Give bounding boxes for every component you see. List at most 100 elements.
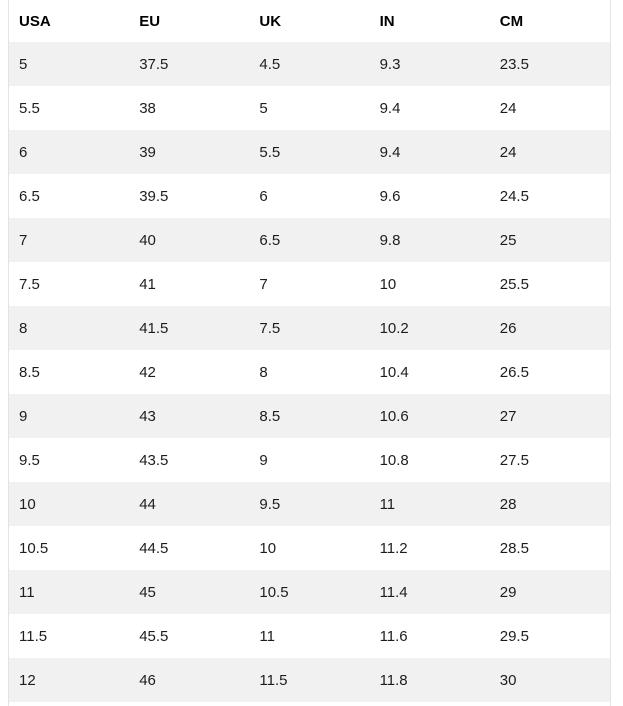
table-row: 8 41.5 7.5 10.2 26: [9, 306, 610, 350]
table-row: 6 39 5.5 9.4 24: [9, 130, 610, 174]
cell-usa: 8.5: [19, 363, 40, 381]
cell-usa: 5: [19, 55, 28, 73]
cell-uk: 10: [259, 539, 277, 557]
cell-eu: 39.5: [139, 187, 169, 205]
cell-cm: 26: [499, 319, 517, 337]
cell-cm: 24.5: [499, 187, 529, 205]
column-header-usa: USA: [9, 0, 130, 42]
cell-cm: 25: [499, 231, 517, 249]
cell-cm: 26.5: [499, 363, 529, 381]
table-header: USA EU UK IN CM: [9, 0, 610, 42]
table-row: 7.5 41 7 10 25.5: [9, 262, 610, 306]
cell-uk: 11: [259, 627, 275, 645]
table-row: 5.5 38 5 9.4 24: [9, 86, 610, 130]
cell-eu: 43.5: [139, 451, 169, 469]
cell-eu: 46: [139, 671, 156, 689]
cell-usa: 7.5: [19, 275, 40, 293]
cell-eu: 45.5: [139, 627, 169, 645]
cell-in: 9.8: [379, 231, 401, 249]
cell-usa: 11: [19, 583, 35, 601]
cell-uk: 8.5: [259, 407, 281, 425]
cell-eu: 41: [139, 275, 156, 293]
cell-usa: 6.5: [19, 187, 40, 205]
cell-cm: 27: [499, 407, 517, 425]
table-row: 5 37.5 4.5 9.3 23.5: [9, 42, 610, 86]
cell-in: 11.2: [379, 539, 408, 557]
table-row: 9 43 8.5 10.6 27: [9, 394, 610, 438]
cell-in: 9.4: [379, 143, 401, 161]
table-row: 11 45 10.5 11.4 29: [9, 570, 610, 614]
table-body: 5 37.5 4.5 9.3 23.5 5.5 38 5 9.4 24 6 39 5.5 9.4 24 6.5…: [9, 42, 610, 702]
cell-uk: 10.5: [259, 583, 289, 601]
cell-cm: 29.5: [499, 627, 529, 645]
cell-eu: 43: [139, 407, 156, 425]
cell-in: 9.3: [379, 55, 401, 73]
cell-usa: 8: [19, 319, 28, 337]
cell-in: 11.8: [379, 671, 408, 689]
cell-in: 9.6: [379, 187, 401, 205]
cell-cm: 27.5: [499, 451, 529, 469]
cell-in: 10.8: [379, 451, 409, 469]
cell-eu: 40: [139, 231, 156, 249]
column-header-eu: EU: [129, 0, 250, 42]
cell-uk: 11.5: [259, 671, 288, 689]
cell-in: 9.4: [379, 99, 401, 117]
cell-eu: 41.5: [139, 319, 169, 337]
cell-in: 10.6: [379, 407, 409, 425]
cell-cm: 29: [499, 583, 517, 601]
cell-usa: 11.5: [19, 627, 48, 645]
cell-cm: 28.5: [499, 539, 529, 557]
cell-uk: 6: [259, 187, 268, 205]
cell-cm: 23.5: [499, 55, 529, 73]
size-chart-table: USA EU UK IN CM 5 37.5 4.5 9.3 23.5 5.5 38 5 9.4 24 6 3…: [9, 0, 610, 702]
cell-usa: 7: [19, 231, 28, 249]
table-row: 8.5 42 8 10.4 26.5: [9, 350, 610, 394]
cell-eu: 39: [139, 143, 156, 161]
cell-uk: 9: [259, 451, 268, 469]
cell-eu: 42: [139, 363, 156, 381]
cell-in: 11.4: [379, 583, 408, 601]
table-row: 7 40 6.5 9.8 25: [9, 218, 610, 262]
cell-in: 10.4: [379, 363, 409, 381]
cell-cm: 24: [499, 143, 517, 161]
cell-in: 11.6: [379, 627, 408, 645]
cell-in: 10: [379, 275, 397, 293]
cell-usa: 12: [19, 671, 36, 689]
table-row: 9.5 43.5 9 10.8 27.5: [9, 438, 610, 482]
cell-usa: 10.5: [19, 539, 49, 557]
cell-uk: 6.5: [259, 231, 281, 249]
table-row: 12 46 11.5 11.8 30: [9, 658, 610, 702]
cell-cm: 24: [499, 99, 517, 117]
column-header-cm: CM: [489, 0, 610, 42]
cell-uk: 5: [259, 99, 268, 117]
column-header-uk: UK: [249, 0, 370, 42]
cell-usa: 5.5: [19, 99, 40, 117]
cell-in: 10.2: [379, 319, 409, 337]
cell-eu: 44: [139, 495, 156, 513]
cell-cm: 28: [499, 495, 517, 513]
cell-in: 11: [379, 495, 396, 513]
cell-uk: 7.5: [259, 319, 281, 337]
cell-eu: 44.5: [139, 539, 169, 557]
cell-uk: 8: [259, 363, 268, 381]
table-row: 10.5 44.5 10 11.2 28.5: [9, 526, 610, 570]
cell-uk: 4.5: [259, 55, 281, 73]
table-row: 10 44 9.5 11 28: [9, 482, 610, 526]
cell-eu: 38: [139, 99, 156, 117]
cell-usa: 10: [19, 495, 36, 513]
table-row: 6.5 39.5 6 9.6 24.5: [9, 174, 610, 218]
table-header-row: USA EU UK IN CM: [9, 0, 610, 42]
cell-usa: 9: [19, 407, 28, 425]
cell-usa: 9.5: [19, 451, 40, 469]
cell-uk: 9.5: [259, 495, 281, 513]
cell-usa: 6: [19, 143, 28, 161]
table-row: 11.5 45.5 11 11.6 29.5: [9, 614, 610, 658]
cell-uk: 7: [259, 275, 268, 293]
cell-eu: 37.5: [139, 55, 169, 73]
size-chart-container: USA EU UK IN CM 5 37.5 4.5 9.3 23.5 5.5 38 5 9.4 24 6 3…: [8, 0, 611, 706]
cell-cm: 30: [499, 671, 517, 689]
column-header-in: IN: [369, 0, 490, 42]
cell-uk: 5.5: [259, 143, 281, 161]
cell-eu: 45: [139, 583, 156, 601]
cell-cm: 25.5: [499, 275, 529, 293]
